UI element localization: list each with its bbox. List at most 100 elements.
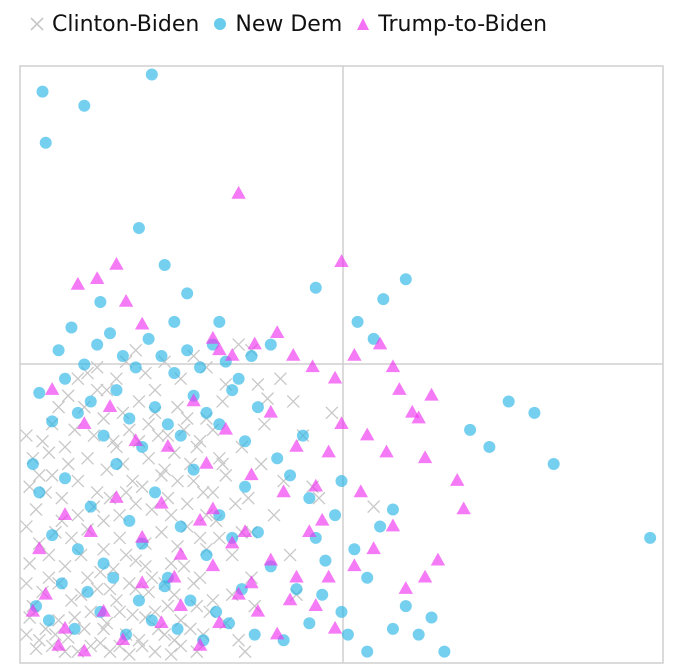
data-point-x [132,394,146,408]
data-point-circle [251,526,264,539]
data-point-x [164,508,178,522]
data-point-triangle [286,347,301,361]
data-point-circle [129,361,142,374]
data-point-triangle [25,603,41,617]
data-point-x [212,531,226,545]
data-point-triangle [289,438,304,452]
data-point-circle [309,281,322,294]
data-point-circle [296,429,309,442]
data-point-x [100,383,114,397]
data-point-triangle [270,325,285,339]
legend-item-clinton-biden[interactable]: Clinton-Biden [28,12,199,37]
data-point-x [42,571,56,585]
data-point-circle [168,367,181,380]
data-point-circle [213,418,226,431]
data-point-x [132,633,146,647]
data-point-circle [226,384,239,397]
data-point-circle [412,628,425,641]
data-point-circle [68,622,81,635]
data-point-circle [65,321,78,334]
data-point-triangle [212,615,227,628]
data-point-triangle [32,541,47,555]
data-point-x [19,520,33,534]
data-point-x [90,383,104,397]
data-point-circle [528,406,541,419]
data-point-x [97,542,111,556]
data-point-triangle [405,404,420,418]
data-point-triangle [372,336,388,350]
data-point-circle [145,614,158,627]
legend-item-trump-to-biden[interactable]: Trump-to-Biden [354,12,547,37]
data-point-x [325,406,339,420]
data-point-circle [399,273,412,286]
data-point-triangle [347,347,362,361]
data-point-x [71,372,85,386]
data-point-circle [367,332,380,345]
data-point-circle [145,68,158,81]
data-point-triangle [83,524,98,538]
data-point-x [64,593,78,607]
data-point-circle [171,622,184,635]
data-point-circle [123,514,136,527]
data-point-circle [59,472,72,485]
data-point-circle [271,452,284,465]
series-clinton-biden [19,338,381,661]
data-point-x [19,628,33,642]
data-point-circle [399,600,412,613]
data-point-triangle [392,382,407,395]
data-point-circle [239,480,252,493]
data-point-x [228,497,242,511]
data-point-circle [361,645,374,658]
data-point-circle [123,412,136,425]
data-point-triangle [308,598,323,611]
data-point-triangle [38,586,53,600]
data-point-circle [213,315,226,328]
data-point-x [58,440,72,454]
data-point-circle [81,585,94,598]
data-point-triangle [353,484,368,498]
data-point-triangle [244,467,259,481]
data-point-x [129,343,143,357]
data-point-circle [284,469,297,482]
data-point-triangle [282,592,298,606]
data-point-triangle [77,643,92,657]
data-point-x [64,531,78,545]
data-point-circle [245,349,258,362]
data-point-circle [132,222,145,235]
legend-item-new-dem[interactable]: New Dem [211,12,342,37]
data-point-x [155,525,168,539]
data-point-triangle [302,524,317,538]
data-point-triangle [379,444,394,458]
data-point-triangle [417,450,433,464]
data-point-x [161,599,175,613]
data-point-x [97,622,111,636]
data-point-triangle [270,626,285,640]
data-point-x [225,548,239,562]
data-point-circle [84,395,97,408]
data-point-triangle [128,433,143,447]
data-point-x [251,377,265,391]
data-point-x [97,514,111,528]
data-point-circle [303,492,316,505]
data-point-triangle [109,257,124,270]
data-point-x [135,480,149,494]
scatter-plot-svg [19,65,664,664]
data-point-circle [46,529,59,542]
data-point-circle [168,315,181,328]
data-point-x [36,434,49,448]
data-point-x [32,468,46,482]
data-point-triangle [57,507,73,520]
data-point-triangle [134,529,150,543]
data-point-x [90,485,104,499]
data-point-x [164,648,178,661]
data-point-x [206,485,220,499]
data-point-x [119,485,133,499]
series-new-dem [26,68,657,658]
data-point-triangle [205,558,221,572]
data-point-circle [222,617,235,630]
data-point-circle [386,503,399,516]
data-point-x [129,497,143,511]
data-point-triangle [134,575,150,589]
data-point-triangle [77,416,92,429]
data-point-triangle [192,637,208,651]
